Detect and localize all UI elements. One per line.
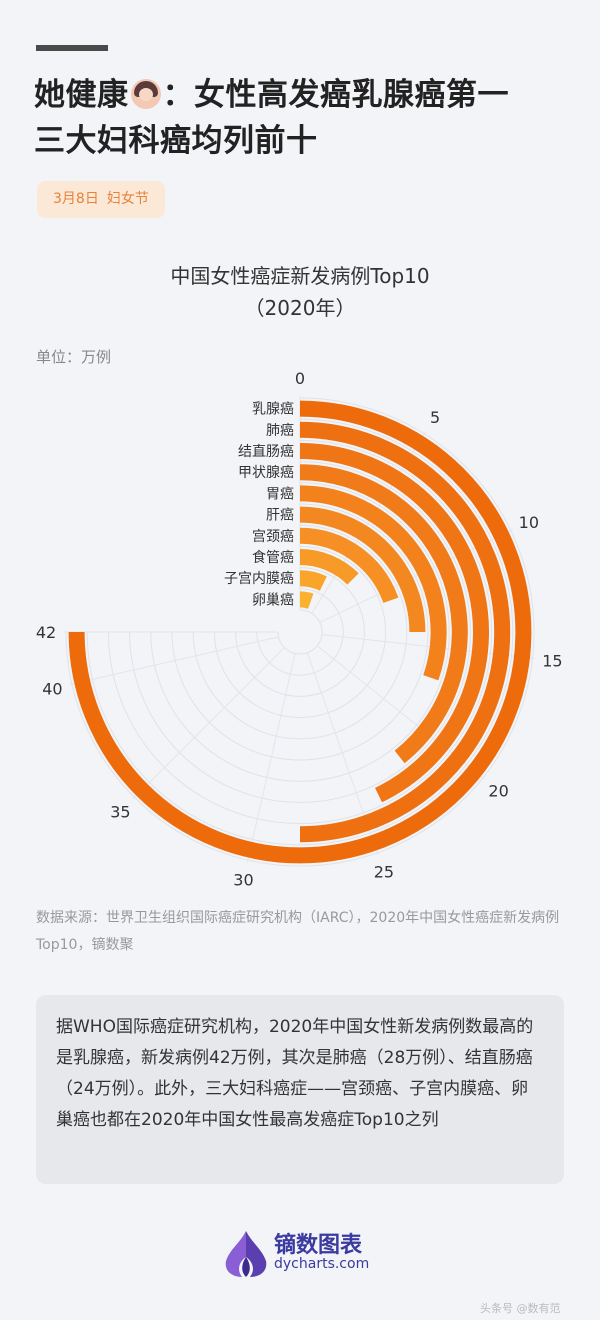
category-label: 宫颈癌 xyxy=(252,529,294,545)
tick-label: 10 xyxy=(519,513,539,532)
bar-8 xyxy=(299,549,359,585)
chart-bars xyxy=(68,400,532,864)
grid-ring xyxy=(256,588,344,676)
grid-ring xyxy=(192,524,408,740)
chart-tick-labels: 0 5 10 15 20 25 30 35 40 42 xyxy=(36,369,563,890)
grid-spoke xyxy=(246,653,296,863)
summary-text: 据WHO国际癌症研究机构，2020年中国女性新发病例数最高的是乳腺癌，新发病例4… xyxy=(56,1017,534,1130)
tick-label: 15 xyxy=(542,651,562,670)
tick-label: 0 xyxy=(295,369,305,388)
grid-spoke xyxy=(132,647,285,800)
category-label: 肺癌 xyxy=(266,423,294,439)
grid-ring xyxy=(86,418,514,846)
grid-ring xyxy=(65,397,535,867)
footer-watermark: 头条号 @数有范 xyxy=(480,1302,561,1315)
category-label: 甲状腺癌 xyxy=(238,465,294,481)
tick-label: 40 xyxy=(42,680,62,699)
top-accent-bar xyxy=(36,45,108,51)
summary-box: 据WHO国际癌症研究机构，2020年中国女性新发病例数最高的是乳腺癌，新发病例4… xyxy=(36,995,564,1184)
grid-ring xyxy=(235,567,365,697)
bar-3 xyxy=(299,443,489,803)
brand-url: dycharts.com xyxy=(274,1256,370,1272)
bar-10 xyxy=(299,591,314,609)
grid-ring xyxy=(213,545,387,719)
tick-label: 35 xyxy=(110,803,130,822)
category-label: 食管癌 xyxy=(252,549,294,566)
category-label: 子宫内膜癌 xyxy=(224,571,294,587)
category-label: 肝癌 xyxy=(266,508,294,524)
tick-label: 30 xyxy=(233,871,253,890)
grid-ring xyxy=(150,482,450,782)
dycharts-logo-icon xyxy=(225,1231,267,1277)
grid-ring xyxy=(129,461,471,803)
tag-date: 3月8日 xyxy=(53,191,99,207)
bar-5 xyxy=(299,485,447,681)
category-label: 乳腺癌 xyxy=(252,402,294,418)
chart-subtitle: （2020年） xyxy=(244,296,356,320)
data-source: 数据来源：世界卫生组织国际癌症研究机构（IARC），2020年中国女性癌症新发病… xyxy=(36,910,560,953)
grid-ring xyxy=(277,609,323,655)
date-tag: 3月8日 妇女节 xyxy=(37,181,165,218)
tick-label: 25 xyxy=(374,863,394,882)
headline-line-2: 三大妇科癌均列前十 xyxy=(34,123,318,159)
chart-title: 中国女性癌症新发病例Top10 xyxy=(170,264,430,288)
headline: 她健康 ：女性高发癌乳腺癌第一 三大妇科癌均列前十 xyxy=(34,72,574,164)
grid-spoke xyxy=(69,636,279,686)
tick-label: 5 xyxy=(430,408,440,427)
brand-logo: 镝数图表 dycharts.com xyxy=(222,1227,382,1279)
brand-name: 镝数图表 xyxy=(274,1232,363,1258)
category-label: 结直肠癌 xyxy=(238,443,294,460)
category-label: 胃癌 xyxy=(266,486,294,502)
unit-label: 单位：万例 xyxy=(36,348,112,366)
woman-raising-hand-icon xyxy=(130,79,161,109)
tick-label: 42 xyxy=(36,623,56,642)
bar-6 xyxy=(299,506,426,633)
category-label: 卵巢癌 xyxy=(252,592,294,608)
bar-9 xyxy=(299,570,327,591)
headline-line-1: 她健康 ：女性高发癌乳腺癌第一 xyxy=(34,77,509,113)
bar-2 xyxy=(299,421,511,843)
tick-label: 20 xyxy=(488,781,508,800)
grid-ring xyxy=(171,503,429,761)
bar-1 xyxy=(68,400,532,864)
tag-event: 妇女节 xyxy=(106,191,149,207)
grid-ring xyxy=(107,439,493,825)
bar-4 xyxy=(299,464,468,764)
bar-7 xyxy=(299,527,399,604)
